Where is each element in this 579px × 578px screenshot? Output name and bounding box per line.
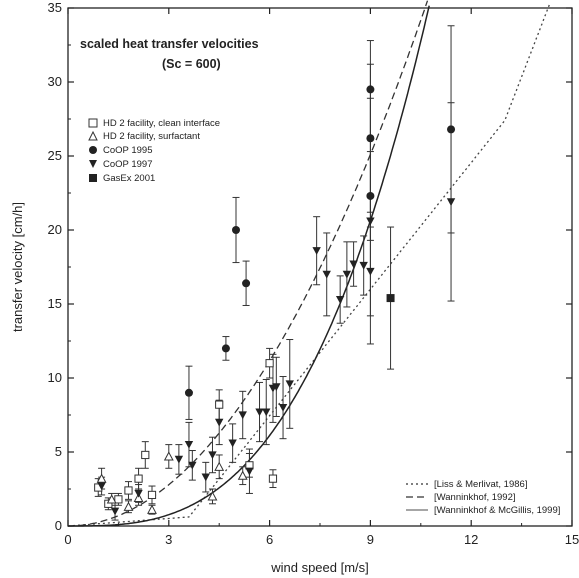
point-open-square bbox=[268, 474, 278, 483]
point-filled-down-triangle bbox=[238, 411, 247, 420]
y-tick-label: 30 bbox=[48, 74, 62, 89]
point-filled-circle bbox=[232, 226, 240, 234]
point-open-triangle bbox=[207, 491, 218, 501]
point-filled-down-triangle bbox=[245, 467, 254, 476]
point-filled-down-triangle bbox=[201, 473, 210, 482]
point-filled-down-triangle bbox=[366, 217, 375, 226]
point-filled-circle bbox=[366, 85, 375, 94]
point-open-square bbox=[215, 400, 224, 409]
x-tick-label: 9 bbox=[367, 532, 374, 547]
legend-label-coop1997: CoOP 1997 bbox=[103, 159, 152, 170]
point-filled-circle bbox=[366, 134, 375, 143]
y-tick-label: 20 bbox=[48, 222, 62, 237]
y-tick-label: 15 bbox=[48, 296, 62, 311]
point-open-square bbox=[124, 486, 133, 495]
point-open-triangle bbox=[214, 461, 225, 471]
point-open-triangle bbox=[163, 451, 174, 461]
legend-label-wanninkhof-mcgillis: [Wanninkhof & McGillis, 1999] bbox=[434, 505, 560, 516]
legend-icon-open-square bbox=[88, 118, 98, 128]
point-filled-down-triangle bbox=[255, 408, 264, 417]
point-filled-circle bbox=[242, 279, 251, 288]
point-filled-down-triangle bbox=[366, 267, 375, 276]
point-filled-down-triangle bbox=[285, 380, 294, 389]
point-filled-down-triangle bbox=[174, 455, 184, 464]
point-filled-down-triangle bbox=[208, 451, 217, 460]
point-filled-down-triangle bbox=[188, 461, 197, 470]
point-open-square bbox=[147, 490, 157, 500]
legend-icon-filled-square bbox=[89, 174, 97, 182]
point-open-square bbox=[134, 474, 143, 483]
y-tick-label: 10 bbox=[48, 370, 62, 385]
point-filled-down-triangle bbox=[359, 261, 368, 270]
legend-icon-open-triangle bbox=[88, 130, 98, 141]
point-filled-down-triangle bbox=[272, 383, 281, 392]
point-filled-circle bbox=[447, 125, 456, 134]
model-curves bbox=[67, 0, 551, 527]
curve-dashed bbox=[68, 0, 429, 527]
curve-solid bbox=[68, 5, 430, 527]
legend-markers: HD 2 facility, clean interface HD 2 faci… bbox=[88, 118, 220, 184]
point-filled-down-triangle bbox=[335, 295, 345, 304]
y-tick-label: 0 bbox=[55, 518, 62, 533]
point-filled-down-triangle bbox=[342, 270, 352, 279]
x-axis-label: wind speed [m/s] bbox=[270, 560, 369, 575]
point-filled-down-triangle bbox=[262, 408, 271, 417]
point-open-square bbox=[141, 450, 150, 460]
x-tick-label: 12 bbox=[464, 532, 478, 547]
point-filled-down-triangle bbox=[446, 198, 456, 207]
point-filled-down-triangle bbox=[134, 489, 143, 498]
point-filled-down-triangle bbox=[322, 270, 331, 279]
point-filled-down-triangle bbox=[228, 439, 237, 448]
y-axis-label: transfer velocity [cm/h] bbox=[10, 202, 25, 332]
point-filled-circle bbox=[221, 344, 230, 353]
x-tick-label: 0 bbox=[64, 532, 71, 547]
point-open-square bbox=[114, 495, 123, 504]
point-filled-down-triangle bbox=[184, 441, 194, 449]
annotation-line2: (Sc = 600) bbox=[162, 57, 221, 71]
point-filled-down-triangle bbox=[215, 418, 224, 427]
annotation-line1: scaled heat transfer velocities bbox=[80, 37, 259, 51]
point-open-triangle bbox=[96, 473, 107, 483]
point-filled-down-triangle bbox=[278, 404, 288, 412]
point-filled-down-triangle bbox=[97, 482, 106, 491]
axis-ticks: 0 3 6 9 12 15 0 5 10 15 20 25 30 35 bbox=[48, 0, 579, 547]
point-filled-circle bbox=[366, 191, 375, 200]
x-tick-label: 6 bbox=[266, 532, 273, 547]
y-tick-label: 35 bbox=[48, 0, 62, 15]
point-filled-circle bbox=[184, 388, 193, 397]
point-filled-square bbox=[386, 294, 395, 303]
legend-icon-filled-circle bbox=[89, 146, 97, 154]
point-open-square bbox=[104, 499, 113, 508]
legend-label-hd2-surfactant: HD 2 facility, surfactant bbox=[103, 131, 200, 142]
legend-label-gasex2001: GasEx 2001 bbox=[103, 173, 155, 184]
legend-label-liss-merlivat: [Liss & Merlivat, 1986] bbox=[434, 479, 527, 490]
legend-label-coop1995: CoOP 1995 bbox=[103, 145, 152, 156]
legend-lines: [Liss & Merlivat, 1986] [Wanninkhof, 199… bbox=[406, 479, 560, 516]
point-open-triangle bbox=[237, 470, 248, 480]
point-filled-down-triangle bbox=[349, 260, 358, 269]
point-open-square bbox=[265, 359, 274, 368]
legend-label-hd2-clean: HD 2 facility, clean interface bbox=[103, 118, 220, 129]
x-tick-label: 15 bbox=[565, 532, 579, 547]
legend-icon-filled-down-triangle bbox=[89, 160, 97, 168]
point-filled-down-triangle bbox=[110, 507, 120, 516]
y-tick-label: 25 bbox=[48, 148, 62, 163]
data-markers bbox=[94, 85, 456, 516]
point-open-triangle bbox=[106, 494, 117, 504]
point-open-triangle bbox=[123, 501, 134, 511]
legend-label-wanninkhof-1992: [Wanninkhof, 1992] bbox=[434, 492, 516, 503]
y-tick-label: 5 bbox=[55, 444, 62, 459]
x-tick-label: 3 bbox=[165, 532, 172, 547]
point-open-triangle bbox=[147, 504, 157, 514]
point-filled-down-triangle bbox=[312, 247, 321, 255]
